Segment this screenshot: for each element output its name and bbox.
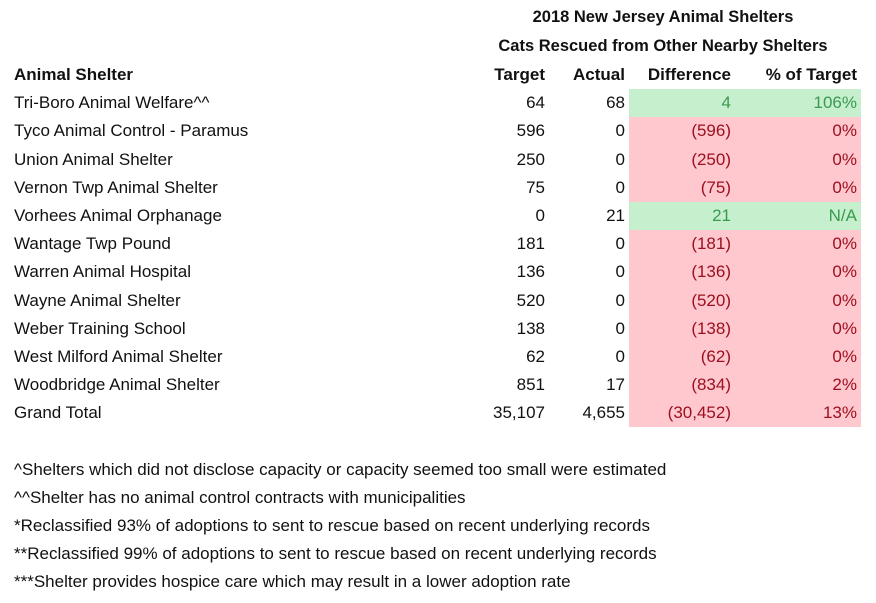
- cell-name: Union Animal Shelter: [14, 149, 173, 169]
- cell-difference: (181): [629, 230, 743, 259]
- cell-name: Grand Total: [14, 403, 102, 423]
- cell-difference: 21: [629, 201, 743, 231]
- cell-pct: 0%: [743, 173, 861, 202]
- table-row: Weber Training School 138 0 (138) 0%: [10, 314, 861, 343]
- cell-difference: (75): [629, 173, 743, 202]
- cell-target: 75: [526, 177, 545, 197]
- table-row: Wantage Twp Pound 181 0 (181) 0%: [10, 230, 861, 259]
- cell-target: 0: [535, 206, 545, 226]
- table-title: 2018 New Jersey Animal Shelters: [532, 8, 794, 26]
- col-header-target: Target: [494, 65, 545, 85]
- table-row: Wayne Animal Shelter 520 0 (520) 0%: [10, 286, 861, 315]
- cell-pct: 0%: [743, 117, 861, 146]
- cell-actual: 0: [615, 121, 625, 141]
- cell-actual: 0: [615, 149, 625, 169]
- shelter-table: Animal Shelter Target Actual Difference …: [10, 61, 861, 428]
- cell-target: 138: [516, 318, 545, 338]
- cell-target: 64: [526, 93, 545, 113]
- cell-name: Wantage Twp Pound: [14, 234, 171, 254]
- table-row: Tri-Boro Animal Welfare^^ 64 68 4 106%: [10, 89, 861, 118]
- cell-name: Warren Animal Hospital: [14, 262, 191, 282]
- footnote: **Reclassified 99% of adoptions to sent …: [14, 544, 657, 563]
- cell-name: Woodbridge Animal Shelter: [14, 375, 220, 395]
- cell-difference: 4: [629, 89, 743, 118]
- cell-target: 35,107: [493, 403, 545, 423]
- cell-pct: 0%: [743, 145, 861, 174]
- col-header-shelter: Animal Shelter: [14, 65, 134, 85]
- footnote: ^^Shelter has no animal control contract…: [14, 488, 466, 507]
- footnote: ^Shelters which did not disclose capacit…: [14, 460, 667, 479]
- cell-pct: 13%: [743, 399, 861, 428]
- cell-actual: 4,655: [582, 403, 625, 423]
- table-row: Vernon Twp Animal Shelter 75 0 (75) 0%: [10, 173, 861, 202]
- cell-actual: 0: [615, 234, 625, 254]
- cell-difference: (520): [629, 286, 743, 315]
- cell-name: Wayne Animal Shelter: [14, 290, 181, 310]
- table-subtitle: Cats Rescued from Other Nearby Shelters: [498, 37, 828, 55]
- cell-actual: 0: [615, 177, 625, 197]
- footnotes: ^Shelters which did not disclose capacit…: [14, 456, 666, 596]
- cell-target: 596: [516, 121, 545, 141]
- cell-actual: 0: [615, 262, 625, 282]
- cell-pct: 0%: [743, 286, 861, 315]
- cell-difference: (30,452): [629, 399, 743, 428]
- cell-target: 181: [516, 234, 545, 254]
- cell-pct: 2%: [743, 371, 861, 400]
- cell-difference: (62): [629, 342, 743, 372]
- col-header-pct: % of Target: [765, 65, 857, 85]
- cell-name: West Milford Animal Shelter: [14, 346, 223, 366]
- cell-actual: 17: [606, 375, 625, 395]
- cell-target: 250: [516, 149, 545, 169]
- cell-name: Tyco Animal Control - Paramus: [14, 121, 249, 141]
- cell-name: Weber Training School: [14, 318, 186, 338]
- cell-pct: 0%: [743, 230, 861, 259]
- cell-name: Vernon Twp Animal Shelter: [14, 177, 218, 197]
- cell-target: 520: [516, 290, 545, 310]
- cell-actual: 0: [615, 318, 625, 338]
- table-row: Vorhees Animal Orphanage 0 21 21 N/A: [10, 201, 861, 231]
- header-row: Animal Shelter Target Actual Difference …: [10, 61, 861, 89]
- cell-pct: 0%: [743, 258, 861, 287]
- cell-target: 62: [526, 346, 545, 366]
- cell-actual: 0: [615, 346, 625, 366]
- grand-total-row: Grand Total 35,107 4,655 (30,452) 13%: [10, 399, 861, 428]
- cell-actual: 68: [606, 93, 625, 113]
- cell-difference: (596): [629, 117, 743, 146]
- cell-pct: 0%: [743, 342, 861, 372]
- cell-target: 136: [516, 262, 545, 282]
- col-header-difference: Difference: [647, 65, 731, 85]
- cell-name: Tri-Boro Animal Welfare^^: [14, 93, 210, 113]
- table-row: Woodbridge Animal Shelter 851 17 (834) 2%: [10, 371, 861, 400]
- cell-difference: (834): [629, 371, 743, 400]
- table-row: Warren Animal Hospital 136 0 (136) 0%: [10, 258, 861, 287]
- footnote: *Reclassified 93% of adoptions to sent t…: [14, 516, 650, 535]
- col-header-actual: Actual: [573, 65, 625, 85]
- table-row: Union Animal Shelter 250 0 (250) 0%: [10, 145, 861, 174]
- cell-pct: N/A: [743, 201, 861, 231]
- cell-name: Vorhees Animal Orphanage: [14, 206, 222, 226]
- cell-difference: (138): [629, 314, 743, 343]
- cell-pct: 106%: [743, 89, 861, 118]
- footnote: ***Shelter provides hospice care which m…: [14, 572, 571, 591]
- cell-difference: (250): [629, 145, 743, 174]
- cell-actual: 0: [615, 290, 625, 310]
- cell-difference: (136): [629, 258, 743, 287]
- cell-target: 851: [516, 375, 545, 395]
- cell-pct: 0%: [743, 314, 861, 343]
- cell-actual: 21: [606, 206, 625, 226]
- table-row: West Milford Animal Shelter 62 0 (62) 0%: [10, 342, 861, 372]
- table-row: Tyco Animal Control - Paramus 596 0 (596) 0%: [10, 117, 861, 146]
